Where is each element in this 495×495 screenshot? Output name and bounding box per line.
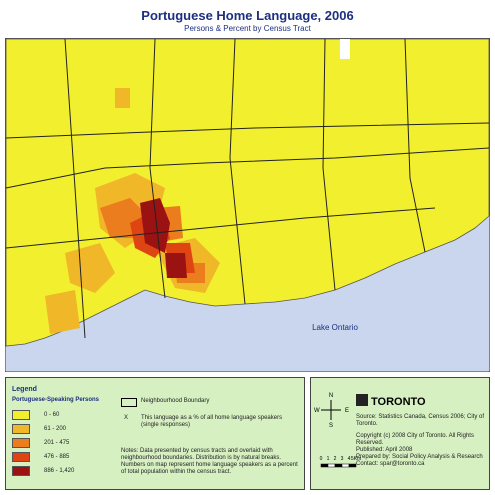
map-subtitle: Persons & Percent by Census Tract xyxy=(184,24,311,33)
scale-segment xyxy=(341,463,350,468)
low-orange-areas xyxy=(45,88,220,334)
info-panel: N S E W TORONTO 0 1 2 3 4 5Km Source: Statist… xyxy=(310,377,490,490)
legend-panel: Legend Portuguese-Speaking Persons 0 - 6… xyxy=(5,377,305,490)
scale-label: 1 xyxy=(327,456,330,462)
compass-e: E xyxy=(345,408,349,414)
compass-n: N xyxy=(329,393,333,399)
info-graphics: N S E W TORONTO 0 1 2 3 4 5Km xyxy=(314,393,426,468)
legend-swatch xyxy=(12,466,30,476)
legend-row: 201 - 475 xyxy=(12,436,74,450)
scale-segment xyxy=(348,463,357,468)
legend-swatch xyxy=(12,410,30,420)
scale-label: 0 xyxy=(320,456,323,462)
source-line: Copyright (c) 2008 City of Toronto. All … xyxy=(356,433,474,446)
legend-label: 0 - 60 xyxy=(44,411,60,418)
logo-mark xyxy=(356,394,368,406)
legend-swatch xyxy=(12,452,30,462)
legend-row: 886 - 1,420 xyxy=(12,464,74,478)
legend-row: 61 - 200 xyxy=(12,422,74,436)
land-gap xyxy=(340,39,350,59)
scale-label: 5Km xyxy=(351,456,361,462)
legend-swatch xyxy=(12,438,30,448)
scale-segment xyxy=(327,463,336,468)
lake-label: Lake Ontario xyxy=(312,323,358,332)
scale-label: 4 xyxy=(348,456,351,462)
legend-subtitle: Portuguese-Speaking Persons xyxy=(12,397,100,403)
legend-title: Legend xyxy=(12,386,37,393)
scale-segment xyxy=(334,463,343,468)
scale-bar: 0 1 2 3 4 5Km xyxy=(320,456,361,468)
boundary-label: Neighbourhood Boundary xyxy=(141,398,210,404)
source-line: Source: Statistics Canada, Census 2006; … xyxy=(356,414,485,427)
compass-s: S xyxy=(329,423,333,429)
source-line: Prepared by: Social Policy Analysis & Re… xyxy=(356,454,483,460)
legend-swatch xyxy=(12,424,30,434)
legend-classes: 0 - 60 61 - 200 201 - 475 476 - 885 886 - 1,… xyxy=(12,408,74,478)
compass-w: W xyxy=(314,408,320,414)
logo-text: TORONTO xyxy=(371,396,426,408)
x-label: This language as a % of all home languag… xyxy=(141,415,283,428)
scale-label: 2 xyxy=(334,456,337,462)
source-block: Source: Statistics Canada, Census 2006; … xyxy=(356,414,488,468)
legend-label: 476 - 885 xyxy=(44,453,70,460)
scale-segment xyxy=(320,463,329,468)
x-symbol: X xyxy=(124,415,129,421)
map: Lake Ontario xyxy=(5,38,490,372)
source-line: Published: April 2008 xyxy=(356,447,413,453)
source-line: Contact: spar@toronto.ca xyxy=(356,461,425,467)
legend-row: 476 - 885 xyxy=(12,450,74,464)
notes: Notes: Data presented by census tracts a… xyxy=(121,448,298,475)
legend-label: 61 - 200 xyxy=(44,425,67,432)
scale-label: 3 xyxy=(341,456,344,462)
map-title: Portuguese Home Language, 2006 xyxy=(141,8,354,23)
legend-label: 886 - 1,420 xyxy=(44,467,75,474)
dark-red-areas xyxy=(140,198,187,278)
boundary-swatch xyxy=(121,398,137,407)
neighbourhood-boundaries xyxy=(5,38,490,339)
legend-row: 0 - 60 xyxy=(12,408,74,422)
compass xyxy=(321,400,341,420)
legend-label: 201 - 475 xyxy=(44,439,70,446)
